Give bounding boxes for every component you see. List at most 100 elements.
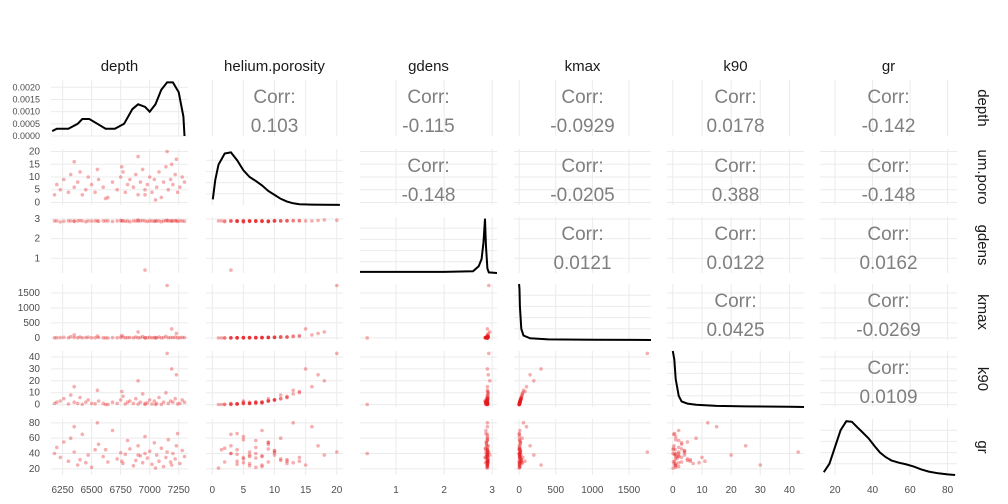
scatter-point	[150, 402, 154, 406]
scatter-point	[485, 447, 490, 452]
scatter-point	[161, 335, 166, 340]
scatter-point	[219, 336, 224, 340]
scatter-point	[676, 454, 681, 458]
scatter-point	[125, 219, 130, 223]
scatter-point	[685, 457, 690, 461]
scatter-point	[335, 283, 339, 288]
scatter-point	[518, 400, 522, 405]
x-tick-label: 6250	[51, 485, 74, 496]
scatter-point	[138, 219, 143, 223]
scatter-point	[216, 466, 221, 470]
scatter-point	[84, 219, 88, 224]
scatter-point	[485, 336, 489, 340]
scatter-point	[110, 180, 115, 184]
y-tick-label: 20	[29, 464, 41, 475]
scatter-point	[485, 335, 490, 339]
scatter-point	[517, 402, 521, 407]
panel-r4-c0	[51, 351, 188, 407]
scatter-point	[247, 335, 252, 340]
scatter-point	[682, 451, 687, 455]
scatter-point	[174, 331, 179, 336]
scatter-point	[483, 336, 488, 340]
scatter-point	[123, 402, 128, 406]
scatter-point	[128, 447, 132, 451]
scatter-point	[488, 379, 492, 383]
scatter-point	[62, 335, 66, 340]
scatter-point	[523, 459, 527, 464]
scatter-point	[86, 219, 90, 223]
scatter-point	[485, 336, 490, 340]
scatter-point	[115, 219, 119, 223]
scatter-point	[521, 455, 525, 460]
scatter-point	[165, 149, 169, 154]
scatter-point	[517, 402, 521, 407]
density-curve-k90	[671, 350, 805, 408]
scatter-point	[673, 464, 678, 468]
scatter-point	[519, 396, 523, 401]
scatter-point	[157, 219, 161, 223]
scatter-point	[485, 333, 490, 337]
scatter-point	[182, 219, 187, 224]
scatter-point	[485, 401, 490, 406]
scatter-point	[688, 459, 693, 464]
scatter-point	[96, 177, 101, 182]
scatter-point	[171, 219, 175, 223]
scatter-point	[229, 219, 233, 223]
scatter-point	[260, 464, 264, 469]
scatter-point	[518, 449, 523, 454]
scatter-point	[247, 335, 252, 340]
scatter-point	[517, 401, 522, 406]
scatter-point	[153, 198, 158, 202]
x-tick-label: 7000	[139, 485, 162, 496]
scatter-point	[168, 219, 173, 223]
scatter-point	[671, 466, 675, 470]
scatter-point	[485, 396, 490, 401]
scatter-point	[140, 218, 145, 223]
scatter-point	[517, 452, 522, 457]
scatter-point	[120, 389, 124, 394]
corr-label: Corr:	[561, 224, 603, 245]
scatter-point	[310, 424, 314, 429]
x-tick-label: 40	[867, 485, 879, 496]
scatter-r3-c2	[365, 283, 492, 340]
scatter-point	[322, 330, 327, 334]
scatter-point	[685, 458, 690, 463]
scatter-point	[241, 455, 246, 460]
panel-r2-c5	[820, 217, 957, 273]
x-tick-label: 15	[300, 485, 312, 496]
scatter-point	[120, 218, 124, 223]
scatter-point	[672, 462, 677, 467]
panel-background	[360, 284, 497, 340]
y-tick-label: 1500	[18, 288, 41, 299]
scatter-point	[143, 401, 147, 406]
scatter-point	[62, 219, 66, 224]
scatter-point	[518, 455, 522, 460]
scatter-point	[55, 335, 59, 340]
scatter-point	[672, 452, 677, 457]
scatter-point	[125, 182, 130, 187]
scatter-point	[134, 458, 138, 463]
scatter-point	[518, 460, 522, 464]
scatter-point	[247, 219, 252, 223]
scatter-point	[180, 175, 184, 179]
scatter-point	[229, 219, 233, 223]
column-label-helium-porosity: helium.porosity	[224, 58, 325, 75]
scatter-point	[182, 180, 187, 184]
scatter-point	[285, 394, 289, 399]
corr-value-r4-c5: 0.0109	[859, 387, 917, 408]
scatter-point	[532, 379, 536, 383]
scatter-point	[241, 335, 246, 340]
scatter-point	[241, 401, 246, 406]
scatter-point	[84, 460, 88, 465]
corr-label: Corr:	[714, 87, 756, 108]
scatter-point	[260, 463, 264, 467]
scatter-point	[266, 399, 271, 403]
scatter-point	[517, 454, 522, 459]
scatter-point	[150, 219, 154, 223]
scatter-point	[72, 159, 76, 164]
scatter-point	[519, 453, 523, 457]
column-label-depth: depth	[101, 58, 139, 75]
scatter-point	[485, 335, 490, 340]
scatter-point	[278, 396, 283, 401]
scatter-point	[291, 392, 296, 396]
